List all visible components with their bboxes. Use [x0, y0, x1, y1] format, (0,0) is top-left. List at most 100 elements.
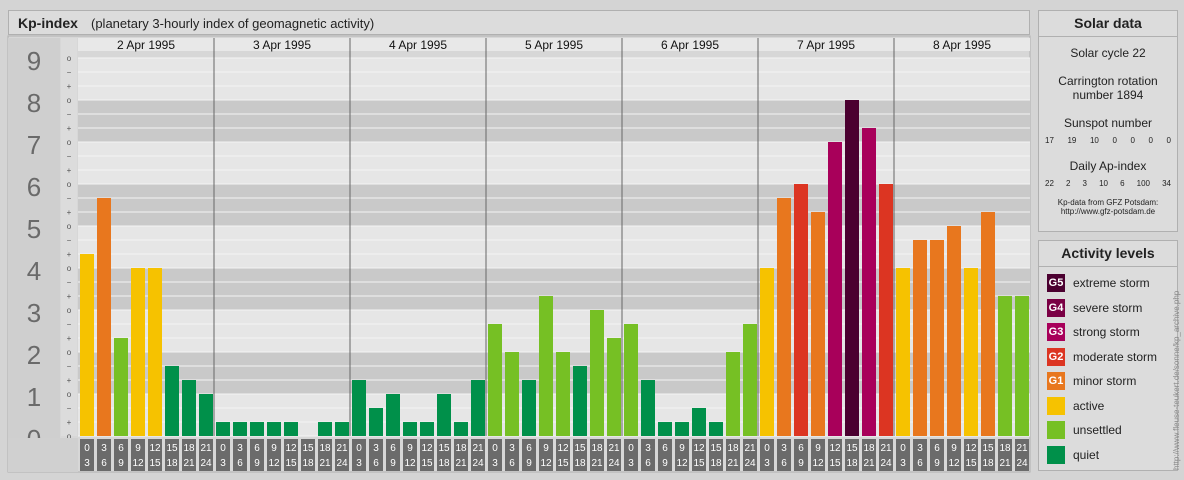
kp-bar — [845, 100, 859, 436]
interval-cell — [250, 439, 264, 471]
legend-swatch: G1 — [1047, 372, 1065, 390]
interval-end-label: 3 — [492, 458, 498, 469]
interval-start-label: 0 — [492, 443, 498, 454]
minor-tick-label: − — [67, 362, 72, 371]
minor-tick-label: o — [67, 432, 72, 441]
legend-item: G1 minor storm — [1047, 371, 1136, 391]
interval-end-label: 21 — [999, 458, 1011, 469]
interval-cell — [114, 439, 128, 471]
interval-cell — [811, 439, 825, 471]
interval-end-label: 15 — [557, 458, 569, 469]
legend-label: minor storm — [1073, 374, 1137, 388]
kp-bar — [80, 254, 94, 436]
interval-cell — [845, 439, 859, 471]
kp-bar — [369, 407, 383, 436]
minor-tick-label: − — [67, 152, 72, 161]
y-tick-label: 8 — [27, 88, 41, 118]
legend-label: quiet — [1073, 447, 1100, 462]
interval-start-label: 18 — [319, 443, 331, 454]
kp-bar — [913, 239, 927, 436]
minor-tick-label: + — [67, 250, 72, 259]
interval-start-label: 3 — [101, 443, 107, 454]
interval-start-label: 9 — [951, 443, 957, 454]
minor-tick-label: − — [67, 278, 72, 287]
kp-bar — [539, 296, 553, 436]
legend-item: G4 severe storm — [1047, 298, 1142, 318]
kp-bar — [896, 268, 910, 436]
interval-cell — [420, 439, 434, 471]
interval-cell — [131, 439, 145, 471]
interval-start-label: 12 — [829, 443, 841, 454]
interval-start-label: 18 — [999, 443, 1011, 454]
minor-tick-label: + — [67, 82, 72, 91]
kp-bar — [947, 226, 961, 436]
interval-end-label: 15 — [965, 458, 977, 469]
interval-cell — [573, 439, 587, 471]
interval-cell — [913, 439, 927, 471]
interval-cell — [369, 439, 383, 471]
kp-bar — [590, 310, 604, 436]
minor-tick-label: − — [67, 68, 72, 77]
legend-label: active — [1073, 398, 1105, 413]
minor-tick-label: + — [67, 124, 72, 133]
kp-bar — [879, 184, 893, 436]
carrington-line-2: number 1894 — [1072, 88, 1144, 102]
interval-cell — [233, 439, 247, 471]
interval-start-label: 0 — [764, 443, 770, 454]
interval-end-label: 6 — [917, 458, 923, 469]
kp-bar — [624, 323, 638, 436]
kp-bar — [454, 422, 468, 436]
interval-end-label: 24 — [744, 458, 756, 469]
interval-cell — [777, 439, 791, 471]
interval-end-label: 24 — [880, 458, 892, 469]
interval-start-label: 6 — [118, 443, 124, 454]
interval-start-label: 18 — [183, 443, 195, 454]
minor-tick-label: + — [67, 166, 72, 175]
kp-bar — [930, 239, 944, 436]
kp-bar — [233, 422, 247, 436]
interval-start-label: 15 — [982, 443, 994, 454]
interval-end-label: 21 — [863, 458, 875, 469]
chart-subtitle: (planetary 3-hourly index of geomagnetic… — [91, 16, 375, 31]
interval-cell — [284, 439, 298, 471]
interval-end-label: 9 — [118, 458, 124, 469]
kp-bar — [828, 142, 842, 436]
activity-panel-title: Activity levels — [1039, 241, 1177, 267]
interval-end-label: 24 — [200, 458, 212, 469]
interval-cell — [488, 439, 502, 471]
interval-end-label: 3 — [628, 458, 634, 469]
interval-cell — [471, 439, 485, 471]
interval-end-label: 18 — [982, 458, 994, 469]
interval-cell — [760, 439, 774, 471]
interval-cell — [607, 439, 621, 471]
interval-start-label: 18 — [863, 443, 875, 454]
kp-bar — [709, 422, 723, 436]
interval-start-label: 0 — [84, 443, 90, 454]
y-axis-band — [8, 38, 60, 472]
solar-panel-title: Solar data — [1039, 11, 1177, 37]
kp-bar — [131, 268, 145, 436]
interval-start-label: 9 — [679, 443, 685, 454]
interval-end-label: 3 — [220, 458, 226, 469]
interval-end-label: 6 — [373, 458, 379, 469]
kp-bar — [811, 212, 825, 436]
kp-bar — [641, 380, 655, 436]
chart-title: Kp-index — [18, 15, 78, 31]
interval-start-label: 3 — [237, 443, 243, 454]
interval-cell — [658, 439, 672, 471]
legend-label: strong storm — [1073, 325, 1140, 339]
kp-bar — [658, 422, 672, 436]
interval-cell — [879, 439, 893, 471]
interval-start-label: 21 — [1016, 443, 1028, 454]
interval-start-label: 15 — [302, 443, 314, 454]
interval-cell — [794, 439, 808, 471]
interval-end-label: 24 — [472, 458, 484, 469]
interval-start-label: 0 — [900, 443, 906, 454]
interval-end-label: 18 — [302, 458, 314, 469]
kp-bar — [488, 323, 502, 436]
y-band — [78, 58, 1030, 100]
interval-start-label: 21 — [472, 443, 484, 454]
day-label: 4 Apr 1995 — [389, 38, 447, 52]
sunspot-value: 17 — [1045, 136, 1054, 145]
interval-start-label: 21 — [880, 443, 892, 454]
